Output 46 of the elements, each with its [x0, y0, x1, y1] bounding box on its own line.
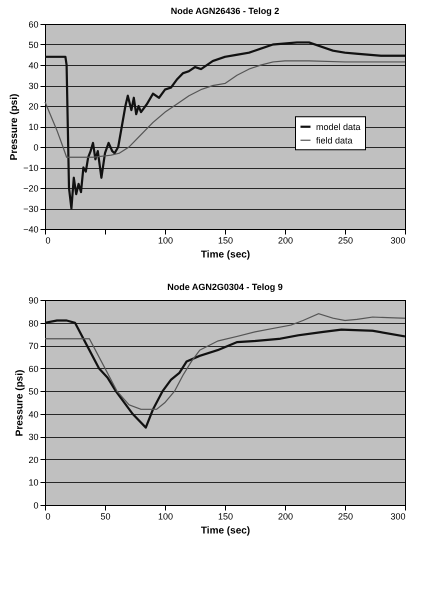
y-tick-label: 0	[33, 142, 38, 152]
x-tick-label: 300	[390, 236, 406, 246]
y-tick-label: 40	[28, 60, 38, 70]
x-tick-label: 300	[390, 512, 406, 522]
y-tick-label: 20	[28, 102, 38, 112]
line-series	[44, 60, 406, 158]
legend-label: field data	[316, 135, 353, 146]
y-tick-label: 30	[28, 432, 38, 442]
line-series	[44, 41, 406, 210]
x-axis-title: Time (sec)	[200, 526, 250, 536]
x-tick-label: 0	[46, 512, 51, 522]
legend-label: model data	[316, 122, 361, 132]
y-tick-label: 80	[28, 318, 38, 328]
x-tick-label: 250	[338, 512, 354, 522]
y-tick-label: 50	[28, 40, 38, 50]
y-tick-label: 90	[28, 296, 38, 306]
x-tick-label: 150	[218, 236, 234, 246]
line-series	[44, 319, 406, 429]
y-tick-label: 40	[28, 409, 38, 420]
line-series	[44, 313, 406, 410]
x-tick-label: 0	[46, 236, 51, 246]
x-tick-label: 250	[338, 236, 354, 246]
x-tick-label: 50	[100, 512, 111, 522]
y-tick-label: −30	[23, 204, 38, 214]
y-tick-label: 30	[28, 81, 38, 91]
y-tick-label: 10	[28, 122, 38, 132]
y-tick-label: 10	[28, 478, 38, 488]
y-tick-label: −40	[23, 224, 38, 234]
y-tick-label: 0	[33, 500, 38, 510]
x-tick-label: 200	[278, 236, 294, 246]
y-tick-label: 60	[28, 364, 38, 374]
y-tick-label: 50	[28, 386, 38, 397]
x-axis-title: Time (sec)	[200, 250, 250, 260]
y-tick-label: 60	[28, 20, 38, 30]
chart-title: Node AGN2G0304 - Telog 9	[167, 282, 283, 292]
y-tick-label: −20	[23, 184, 38, 194]
y-axis-title: Pressure (psi)	[14, 370, 26, 436]
x-tick-label: 150	[218, 512, 234, 522]
y-tick-label: −10	[23, 163, 38, 173]
chart-title: Node AGN26436 - Telog 2	[170, 6, 280, 16]
x-tick-label: 200	[278, 512, 294, 522]
y-tick-label: 20	[28, 454, 38, 465]
y-tick-label: 70	[28, 341, 38, 352]
y-axis-title: Pressure (psi)	[9, 94, 20, 160]
x-tick-label: 100	[158, 236, 174, 246]
x-tick-label: 100	[158, 512, 174, 522]
